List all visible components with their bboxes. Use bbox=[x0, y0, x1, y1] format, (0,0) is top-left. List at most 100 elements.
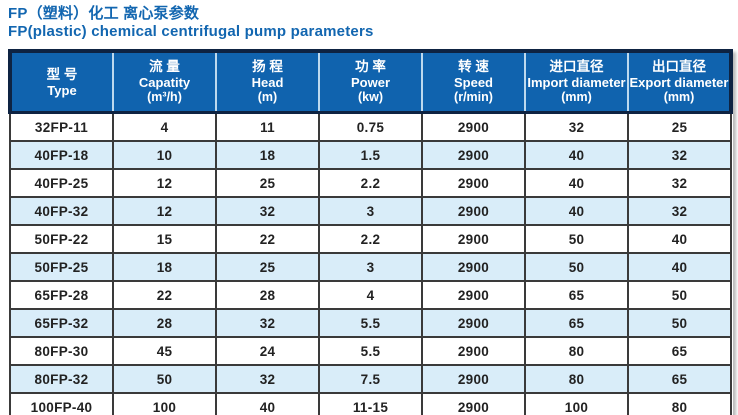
value-cell: 2900 bbox=[421, 224, 526, 254]
value-cell: 65 bbox=[524, 308, 629, 338]
value-cell: 100 bbox=[524, 392, 629, 415]
value-cell: 2900 bbox=[421, 111, 526, 142]
value-cell: 3 bbox=[318, 252, 423, 282]
value-cell: 25 bbox=[215, 252, 320, 282]
column-header-zh: 扬 程 bbox=[252, 59, 283, 74]
page-title-english: FP(plastic) chemical centrifugal pump pa… bbox=[8, 23, 374, 40]
table-row-80fp-32: 80FP-32 50 32 7.5 2900 80 65 bbox=[9, 364, 732, 394]
column-header-en: Power bbox=[350, 75, 390, 90]
value-cell: 100 bbox=[112, 392, 217, 415]
column-header-en: Speed bbox=[453, 75, 493, 90]
value-cell: 12 bbox=[112, 196, 217, 226]
model-cell: 50FP-22 bbox=[9, 224, 114, 254]
value-cell: 12 bbox=[112, 168, 217, 198]
model-cell: 100FP-40 bbox=[9, 392, 114, 415]
value-cell: 2900 bbox=[421, 168, 526, 198]
table-header: 型 号 Type 流 量 Capatity (m³/h) 扬 程 Head (m) 功 率 Pow… bbox=[8, 49, 733, 114]
value-cell: 32 bbox=[627, 196, 732, 226]
value-cell: 50 bbox=[524, 252, 629, 282]
value-cell: 50 bbox=[627, 280, 732, 310]
value-cell: 28 bbox=[112, 308, 217, 338]
value-cell: 0.75 bbox=[318, 111, 423, 142]
column-header-zh: 型 号 bbox=[46, 66, 78, 82]
table-row-50fp-25: 50FP-25 18 25 3 2900 50 40 bbox=[9, 252, 732, 282]
value-cell: 7.5 bbox=[318, 364, 423, 394]
value-cell: 50 bbox=[627, 308, 732, 338]
column-header-unit: (m³/h) bbox=[147, 90, 182, 104]
column-header-zh: 进口直径 bbox=[549, 59, 604, 74]
value-cell: 32 bbox=[215, 308, 320, 338]
model-cell: 40FP-18 bbox=[9, 140, 114, 170]
value-cell: 2.2 bbox=[318, 168, 423, 198]
column-header-zh: 流 量 bbox=[149, 59, 180, 74]
table-row-32fp-11: 32FP-11 4 11 0.75 2900 32 25 bbox=[9, 111, 732, 142]
table-row-80fp-30: 80FP-30 45 24 5.5 2900 80 65 bbox=[9, 336, 732, 366]
value-cell: 40 bbox=[627, 224, 732, 254]
value-cell: 10 bbox=[112, 140, 217, 170]
model-cell: 65FP-32 bbox=[9, 308, 114, 338]
table-row-40fp-25: 40FP-25 12 25 2.2 2900 40 32 bbox=[9, 168, 732, 198]
column-header-en: Type bbox=[47, 82, 77, 98]
value-cell: 2900 bbox=[421, 308, 526, 338]
table-row-40fp-18: 40FP-18 10 18 1.5 2900 40 32 bbox=[9, 140, 732, 170]
value-cell: 65 bbox=[627, 336, 732, 366]
column-header-unit: (r/min) bbox=[454, 90, 493, 104]
value-cell: 11 bbox=[215, 111, 320, 142]
value-cell: 65 bbox=[627, 364, 732, 394]
column-header-speed: 转 速 Speed (r/min) bbox=[421, 49, 525, 114]
value-cell: 22 bbox=[112, 280, 217, 310]
value-cell: 5.5 bbox=[318, 308, 423, 338]
column-header-power: 功 率 Power (kw) bbox=[318, 49, 422, 114]
value-cell: 50 bbox=[112, 364, 217, 394]
value-cell: 15 bbox=[112, 224, 217, 254]
column-header-zh: 转 速 bbox=[458, 59, 489, 74]
column-header-import-diameter: 进口直径 Import diameter (mm) bbox=[524, 49, 628, 114]
table-row-50fp-22: 50FP-22 15 22 2.2 2900 50 40 bbox=[9, 224, 732, 254]
value-cell: 32 bbox=[215, 364, 320, 394]
model-cell: 50FP-25 bbox=[9, 252, 114, 282]
table-row-40fp-32: 40FP-32 12 32 3 2900 40 32 bbox=[9, 196, 732, 226]
table-body: 32FP-11 4 11 0.75 2900 32 25 40FP-18 10 18 1.5 2900… bbox=[9, 111, 732, 415]
column-header-unit: (mm) bbox=[663, 90, 695, 104]
value-cell: 2900 bbox=[421, 196, 526, 226]
value-cell: 40 bbox=[524, 196, 629, 226]
model-cell: 40FP-25 bbox=[9, 168, 114, 198]
column-header-unit: (kw) bbox=[358, 90, 383, 104]
page-title-chinese: FP（塑料）化工 离心泵参数 bbox=[8, 5, 200, 22]
value-cell: 2.2 bbox=[318, 224, 423, 254]
column-header-type: 型 号 Type bbox=[8, 49, 113, 114]
pump-parameters-table: 型 号 Type 流 量 Capatity (m³/h) 扬 程 Head (m) 功 率 Pow… bbox=[8, 49, 733, 415]
value-cell: 65 bbox=[524, 280, 629, 310]
value-cell: 32 bbox=[627, 168, 732, 198]
value-cell: 45 bbox=[112, 336, 217, 366]
model-cell: 32FP-11 bbox=[9, 111, 114, 142]
value-cell: 40 bbox=[524, 140, 629, 170]
column-header-unit: (mm) bbox=[561, 90, 592, 104]
model-cell: 40FP-32 bbox=[9, 196, 114, 226]
column-header-zh: 出口直径 bbox=[652, 59, 706, 74]
column-header-unit: (m) bbox=[257, 90, 278, 104]
column-header-export-diameter: 出口直径 Export diameter (mm) bbox=[627, 49, 733, 114]
value-cell: 25 bbox=[215, 168, 320, 198]
value-cell: 50 bbox=[524, 224, 629, 254]
table-row-65fp-32: 65FP-32 28 32 5.5 2900 65 50 bbox=[9, 308, 732, 338]
column-header-head: 扬 程 Head (m) bbox=[215, 49, 319, 114]
value-cell: 2900 bbox=[421, 364, 526, 394]
value-cell: 80 bbox=[524, 336, 629, 366]
value-cell: 32 bbox=[627, 140, 732, 170]
value-cell: 40 bbox=[524, 168, 629, 198]
value-cell: 2900 bbox=[421, 280, 526, 310]
column-header-en: Export diameter bbox=[629, 75, 729, 90]
column-header-capatity: 流 量 Capatity (m³/h) bbox=[112, 49, 216, 114]
value-cell: 80 bbox=[524, 364, 629, 394]
value-cell: 40 bbox=[215, 392, 320, 415]
value-cell: 18 bbox=[112, 252, 217, 282]
value-cell: 40 bbox=[627, 252, 732, 282]
table-row-100fp-40: 100FP-40 100 40 11-15 2900 100 80 bbox=[9, 392, 732, 415]
value-cell: 22 bbox=[215, 224, 320, 254]
value-cell: 1.5 bbox=[318, 140, 423, 170]
column-header-en: Head bbox=[251, 75, 284, 90]
value-cell: 32 bbox=[215, 196, 320, 226]
value-cell: 2900 bbox=[421, 140, 526, 170]
model-cell: 80FP-32 bbox=[9, 364, 114, 394]
